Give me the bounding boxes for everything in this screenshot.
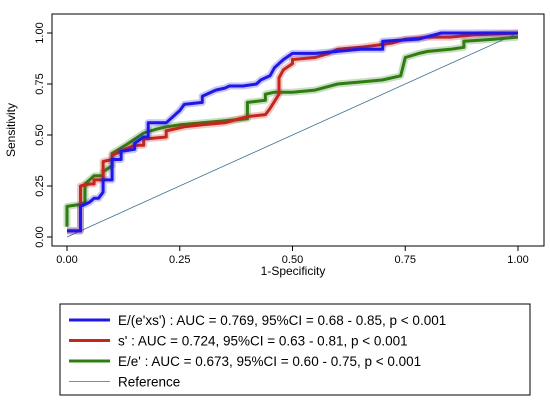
y-tick-label: 0.75 [34,73,46,94]
legend-label: E/e' : AUC = 0.673, 95%CI = 0.60 - 0.75,… [118,354,421,369]
legend-entries: E/(e'xs') : AUC = 0.769, 95%CI = 0.68 - … [69,313,446,390]
y-tick-label: 1.00 [34,22,46,43]
x-tick-label: 0.00 [56,254,77,266]
legend-label: Reference [118,375,180,390]
y-tick-label: 0.00 [34,226,46,247]
x-tick-label: 0.50 [282,254,303,266]
x-axis-title: 1-Specificity [261,264,326,278]
x-tick-label: 1.00 [507,254,528,266]
x-axis: 0.00 0.25 0.50 0.75 1.00 [56,246,529,266]
legend-box [59,303,531,396]
y-axis: 0.00 0.25 0.50 0.75 1.00 [34,22,52,248]
y-tick-label: 0.25 [34,175,46,196]
plot-frame [51,13,545,247]
series-line-0 [67,31,518,233]
plot-lines [63,29,519,238]
x-tick-label: 0.25 [169,254,190,266]
y-axis-title: Sensitivity [4,103,18,157]
x-tick-label: 0.75 [395,254,416,266]
y-tick-label: 0.50 [34,124,46,145]
series-line-3 [66,32,519,238]
legend-label: s' : AUC = 0.724, 95%CI = 0.63 - 0.81, p… [118,334,408,349]
legend-label: E/(e'xs') : AUC = 0.769, 95%CI = 0.68 - … [118,313,446,328]
